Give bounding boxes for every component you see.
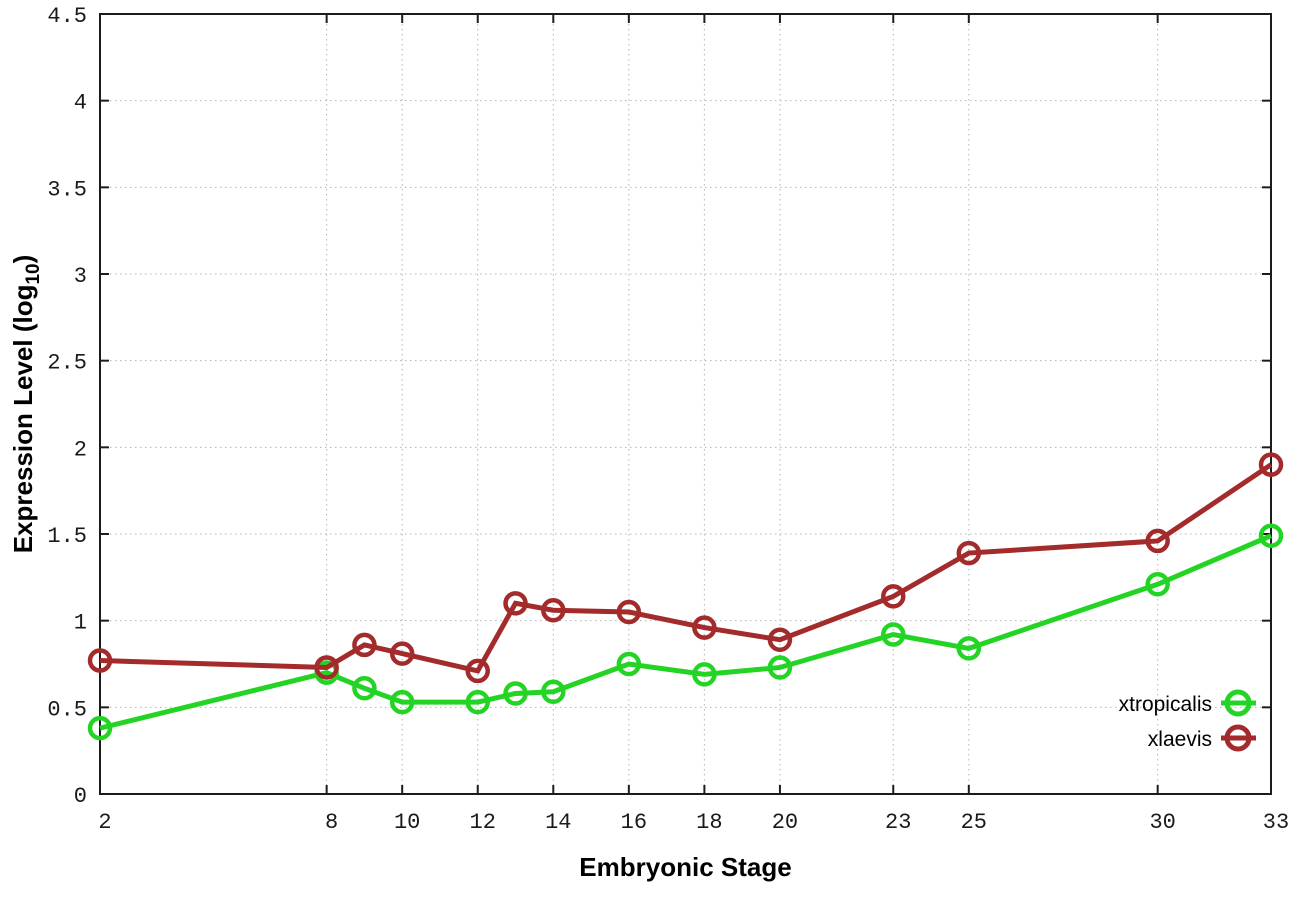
legend-label-xtropicalis: xtropicalis <box>1119 693 1212 716</box>
y-axis-tick-label: 0.5 <box>47 697 87 722</box>
y-axis-tick-label: 3 <box>74 264 87 289</box>
legend-label-xlaevis: xlaevis <box>1148 728 1212 751</box>
data-point-xlaevis <box>1258 452 1284 477</box>
y-axis-tick-label: 2.5 <box>47 351 87 376</box>
legend-sample-marker-xtropicalis <box>1224 689 1252 717</box>
x-axis-tick-label: 25 <box>961 810 987 835</box>
data-point-xlaevis <box>541 598 566 623</box>
y-axis-tick-label: 0 <box>74 784 87 809</box>
data-point-xlaevis <box>881 584 906 609</box>
x-axis-tick-label: 8 <box>325 810 338 835</box>
x-axis-tick-label: 16 <box>621 810 647 835</box>
plot-border <box>99 13 1272 795</box>
data-point-xtropicalis <box>692 662 717 687</box>
series-line-xlaevis <box>99 462 1273 674</box>
data-point-xtropicalis <box>881 622 906 647</box>
x-axis-tick-label: 10 <box>394 810 420 835</box>
y-axis-tick-label: 4 <box>74 91 87 116</box>
x-axis-tick-label: 30 <box>1149 810 1175 835</box>
data-point-xtropicalis <box>389 689 415 715</box>
x-axis-tick-label: 23 <box>885 810 911 835</box>
data-point-xlaevis <box>503 591 528 616</box>
data-point-xlaevis <box>389 641 415 666</box>
data-point-xtropicalis <box>465 689 490 715</box>
data-point-xtropicalis <box>352 676 377 701</box>
y-axis-tick-label: 4.5 <box>47 4 87 29</box>
y-axis-title-main: Expression Level (log <box>8 285 38 554</box>
data-point-xlaevis <box>87 648 113 673</box>
y-axis-tick-label: 2 <box>74 437 87 462</box>
data-point-xlaevis <box>616 599 642 625</box>
data-point-xlaevis <box>352 632 377 658</box>
y-axis-title-subscript: 10 <box>23 263 44 284</box>
data-point-xtropicalis <box>503 681 528 706</box>
data-point-xtropicalis <box>767 655 793 680</box>
data-point-xlaevis <box>956 540 982 566</box>
data-point-xtropicalis <box>616 651 642 677</box>
data-point-xlaevis <box>692 615 717 640</box>
data-point-xtropicalis <box>956 636 982 661</box>
legend-sample-marker-xlaevis <box>1224 724 1252 752</box>
x-axis-tick-label: 20 <box>772 810 798 835</box>
x-axis-title: Embryonic Stage <box>579 852 791 882</box>
x-axis-tick-label: 12 <box>470 810 496 835</box>
y-axis-title: Expression Level (log10) <box>8 255 44 554</box>
data-point-xtropicalis <box>1145 572 1170 597</box>
data-point-xtropicalis <box>541 679 566 704</box>
data-point-xtropicalis <box>1258 523 1284 548</box>
y-axis-tick-label: 3.5 <box>47 177 87 202</box>
data-point-xlaevis <box>465 658 490 684</box>
data-point-xtropicalis <box>87 715 113 741</box>
y-axis-tick-label: 1 <box>74 611 87 636</box>
x-axis-tick-label: 2 <box>98 810 111 835</box>
y-axis-tick-label: 1.5 <box>47 524 87 549</box>
data-point-xlaevis <box>314 655 339 680</box>
data-point-xlaevis <box>767 627 793 652</box>
x-axis-tick-label: 18 <box>696 810 722 835</box>
x-axis-tick-label: 14 <box>545 810 571 835</box>
data-point-xlaevis <box>1145 528 1170 554</box>
series-line-xtropicalis <box>99 533 1272 731</box>
x-axis-tick-label: 33 <box>1263 810 1289 835</box>
y-axis-title-suffix: ) <box>8 255 38 264</box>
